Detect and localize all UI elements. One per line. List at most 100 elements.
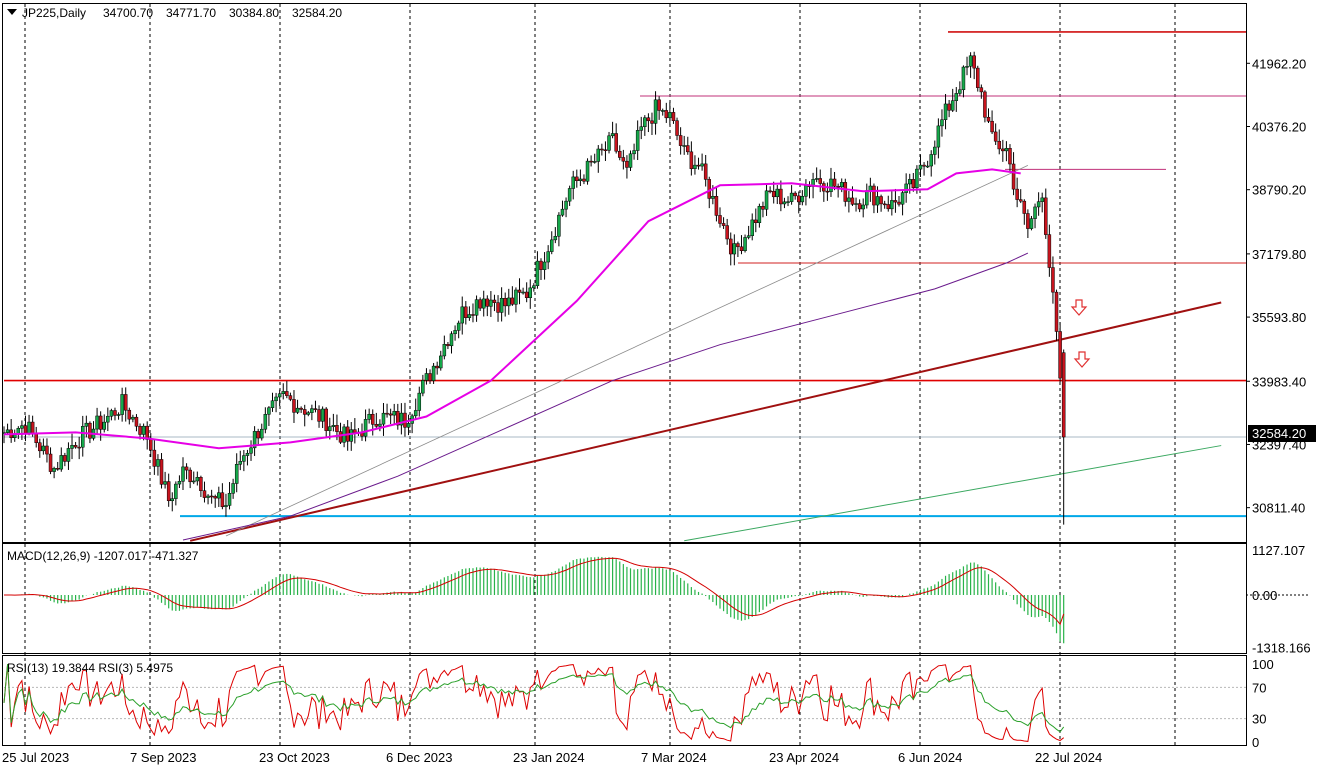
candle-bull	[27, 421, 31, 434]
candle-bear	[893, 200, 898, 203]
candle-bear	[63, 455, 67, 462]
candle-bull	[933, 146, 937, 155]
candle-bear	[209, 495, 214, 498]
candle-bear	[582, 178, 586, 182]
candle-bear	[510, 297, 515, 305]
candle-bull	[1036, 201, 1041, 208]
y-tick-label: 40376.20	[1252, 119, 1306, 134]
candle-bear	[664, 110, 669, 119]
candle-bull	[936, 125, 941, 148]
candle-bull	[331, 425, 336, 427]
candle-bear	[134, 416, 139, 427]
candle-bear	[34, 433, 38, 443]
candle-bear	[1018, 199, 1023, 202]
level-lines	[4, 31, 1246, 518]
candle-bear	[1008, 148, 1012, 165]
candle-bear	[707, 179, 712, 199]
candle-bull	[700, 163, 704, 167]
candle-bull	[578, 178, 583, 182]
macd-y-tick-label: -1318.166	[1252, 641, 1311, 656]
candle-bull	[693, 164, 697, 169]
candle-bull	[653, 99, 658, 124]
candle-bull	[954, 93, 959, 101]
candle-bull	[757, 206, 762, 223]
candle-bear	[388, 413, 393, 416]
candle-bear	[675, 120, 679, 136]
candle-bull	[542, 261, 547, 270]
candle-bull	[116, 414, 121, 416]
candle-bear	[159, 459, 164, 485]
y-tick-label: 35593.80	[1252, 310, 1306, 325]
candle-bull	[711, 196, 715, 199]
candle-bull	[141, 425, 146, 435]
candle-bear	[589, 160, 593, 163]
candle-bull	[1033, 206, 1037, 219]
candle-bull	[564, 200, 568, 210]
candle-bear	[793, 192, 797, 197]
dropdown-triangle-icon[interactable]	[7, 9, 17, 15]
candle-bear	[857, 203, 862, 210]
candle-bull	[421, 380, 425, 394]
vertical-grid	[24, 4, 1176, 745]
candle-bear	[73, 445, 78, 448]
candle-bull	[560, 208, 565, 216]
candle-bull	[514, 289, 518, 305]
candle-bear	[771, 190, 776, 198]
candle-bear	[768, 190, 772, 193]
candle-bull	[1004, 148, 1009, 152]
candle-bull	[328, 426, 332, 431]
candle-bull	[306, 412, 311, 415]
candle-bull	[249, 447, 253, 454]
candle-bull	[929, 154, 933, 167]
candle-bear	[220, 492, 225, 508]
candle-bear	[872, 185, 876, 206]
candle-bear	[338, 431, 343, 443]
candle-bull	[349, 429, 354, 442]
y-tick-label: 37179.80	[1252, 247, 1306, 262]
candle-bull	[156, 459, 160, 467]
candle-bull	[549, 239, 554, 252]
candle-bull	[557, 214, 561, 237]
candle-bull	[958, 89, 962, 94]
y-tick-label: 38790.20	[1252, 183, 1306, 198]
candle-bull	[66, 448, 71, 462]
candle-bear	[621, 157, 626, 162]
candle-bear	[703, 163, 708, 180]
candle-bear	[1051, 267, 1055, 293]
y-axis: 41962.20 40376.20 38790.20 37179.80 35593.80…	[1246, 56, 1311, 750]
candle-bear	[353, 429, 357, 433]
candle-bear	[997, 140, 1001, 150]
candle-bear	[882, 203, 887, 206]
candle-bear	[650, 120, 654, 124]
candle-bull	[442, 344, 447, 357]
candle-bear	[324, 408, 328, 431]
candle-bear	[897, 201, 901, 205]
candle-bear	[990, 120, 994, 133]
candle-bull	[456, 322, 461, 331]
candle-bull	[177, 481, 182, 485]
candle-bull	[489, 299, 493, 307]
candle-bear	[184, 466, 189, 471]
candle-bull	[521, 291, 525, 294]
candle-bear	[38, 442, 42, 452]
candle-bear	[818, 178, 822, 184]
candle-bear	[517, 289, 522, 293]
candle-bull	[918, 164, 923, 170]
macd-y-tick-label: 0.00	[1252, 588, 1277, 603]
candles	[2, 51, 1066, 525]
candle-bear	[292, 399, 296, 413]
candle-bull	[814, 178, 819, 180]
candle-bull	[571, 176, 575, 189]
trend-lines	[189, 165, 1222, 542]
candle-bear	[492, 299, 497, 303]
candle-bear	[503, 297, 507, 307]
candle-bull	[277, 393, 282, 398]
moving-average-fast	[3, 168, 1021, 450]
candle-bull	[274, 396, 278, 402]
candle-bull	[610, 133, 615, 137]
symbol-label: JP225,Daily	[22, 6, 86, 20]
down-arrow-icon	[1070, 299, 1088, 316]
candle-bull	[839, 182, 844, 188]
candle-bear	[77, 446, 81, 449]
candle-bull	[943, 103, 948, 120]
